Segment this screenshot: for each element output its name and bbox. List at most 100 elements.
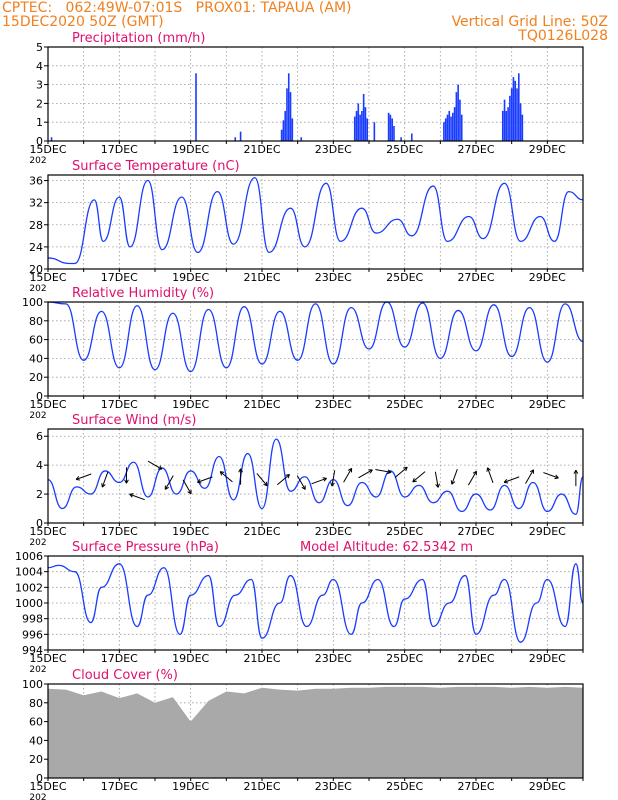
precip-bar (453, 107, 456, 141)
precip-bar (410, 133, 413, 141)
precip-bar (239, 131, 242, 141)
wind-arrow (573, 469, 579, 487)
precip-bar (286, 88, 288, 141)
x-tick-label: 25DEC (386, 780, 423, 793)
precip-bar (361, 110, 363, 141)
x-tick-label: 19DEC (172, 652, 209, 665)
precip-bar (393, 125, 395, 141)
y-tick-label: 4 (36, 60, 43, 73)
wind-arrow (147, 460, 163, 470)
x-start-sublabel: 202 (29, 284, 46, 294)
x-tick-label: 29DEC (529, 143, 566, 156)
x-tick-label: 17DEC (101, 398, 138, 411)
precip-bar (509, 95, 511, 141)
x-tick-label: 25DEC (386, 143, 423, 156)
y-tick-label: 80 (29, 697, 43, 710)
precip-bar (521, 114, 524, 141)
x-tick-label: 25DEC (386, 271, 423, 284)
y-tick-label: 1004 (15, 566, 43, 579)
precip-bar (507, 107, 509, 141)
y-tick-label: 1006 (15, 550, 43, 563)
precip-bar (289, 92, 292, 141)
y-tick-label: 32 (29, 197, 43, 210)
precip-bar (355, 110, 358, 141)
y-tick-label: 60 (29, 334, 43, 347)
x-start-label: 15DEC (29, 143, 66, 156)
x-tick-label: 27DEC (457, 143, 494, 156)
precip-bar (353, 116, 356, 141)
header-grid-note: Vertical Grid Line: 50Z (451, 14, 608, 30)
wind-arrow (75, 473, 92, 481)
y-tick-label: 36 (29, 175, 43, 188)
x-start-label: 15DEC (29, 652, 66, 665)
wind-arrow (238, 468, 243, 485)
x-tick-label: 23DEC (315, 652, 352, 665)
y-tick-label: 20 (29, 753, 43, 766)
precip-bar (459, 99, 461, 141)
y-tick-label: 40 (29, 352, 43, 365)
precip-bar (234, 137, 237, 141)
y-tick-label: 60 (29, 716, 43, 729)
y-tick-label: 40 (29, 734, 43, 747)
x-tick-label: 19DEC (172, 525, 209, 538)
header-run-date: 15DEC2020 50Z (GMT) (2, 14, 164, 30)
x-tick-label: 25DEC (386, 525, 423, 538)
x-tick-label: 21DEC (243, 652, 280, 665)
precip-bar (510, 88, 513, 141)
wind-arrow (412, 471, 426, 483)
x-tick-label: 27DEC (457, 525, 494, 538)
x-tick-label: 21DEC (243, 143, 280, 156)
y-tick-label: 80 (29, 315, 43, 328)
y-tick-label: 100 (22, 296, 43, 309)
x-tick-label: 27DEC (457, 271, 494, 284)
header-code: TQ0126L028 (518, 28, 608, 44)
x-tick-label: 21DEC (243, 780, 280, 793)
wind-arrow (197, 476, 213, 484)
panel-1 (44, 174, 584, 272)
precip-bar (366, 118, 369, 141)
precip-bar (455, 92, 458, 141)
y-tick-label: 1 (36, 116, 43, 129)
x-tick-label: 29DEC (529, 398, 566, 411)
y-tick-label: 0 (36, 390, 43, 403)
x-tick-label: 17DEC (101, 652, 138, 665)
wind-arrow (164, 475, 174, 490)
precip-bar (505, 110, 508, 141)
x-start-label: 15DEC (29, 525, 66, 538)
x-tick-label: 25DEC (386, 398, 423, 411)
series-line-4 (47, 563, 584, 643)
x-tick-label: 29DEC (529, 271, 566, 284)
y-tick-label: 0 (36, 517, 43, 530)
precip-bar (280, 129, 283, 141)
wind-arrow (124, 467, 129, 484)
x-start-label: 15DEC (29, 398, 66, 411)
precip-bar (443, 122, 445, 141)
precip-bar (300, 137, 303, 141)
y-tick-label: 4 (36, 459, 43, 472)
panel-4 (44, 555, 584, 653)
x-tick-label: 21DEC (243, 398, 280, 411)
x-start-sublabel: 202 (29, 156, 46, 166)
x-tick-label: 29DEC (529, 652, 566, 665)
precip-bar (391, 118, 393, 141)
precip-bar (359, 114, 361, 141)
wind-arrow (129, 493, 145, 501)
series-line-3 (47, 438, 584, 515)
header-station: CPTEC: 062:49W-07:01S PROX01: TAPAUA (AM… (2, 0, 352, 16)
y-tick-label: 20 (29, 371, 43, 384)
x-start-label: 15DEC (29, 271, 66, 284)
precip-bar (446, 114, 449, 141)
y-tick-label: 2 (36, 488, 43, 501)
precip-bar (517, 73, 520, 141)
wind-arrow (296, 475, 306, 490)
y-tick-label: 994 (22, 644, 43, 657)
wind-arrow (219, 471, 233, 483)
wind-arrow (330, 470, 336, 487)
wind-arrow (434, 471, 440, 488)
x-tick-label: 17DEC (101, 143, 138, 156)
wind-arrow (182, 479, 192, 495)
precip-bar (457, 84, 459, 141)
y-tick-label: 28 (29, 219, 43, 232)
wind-arrow (343, 467, 353, 483)
